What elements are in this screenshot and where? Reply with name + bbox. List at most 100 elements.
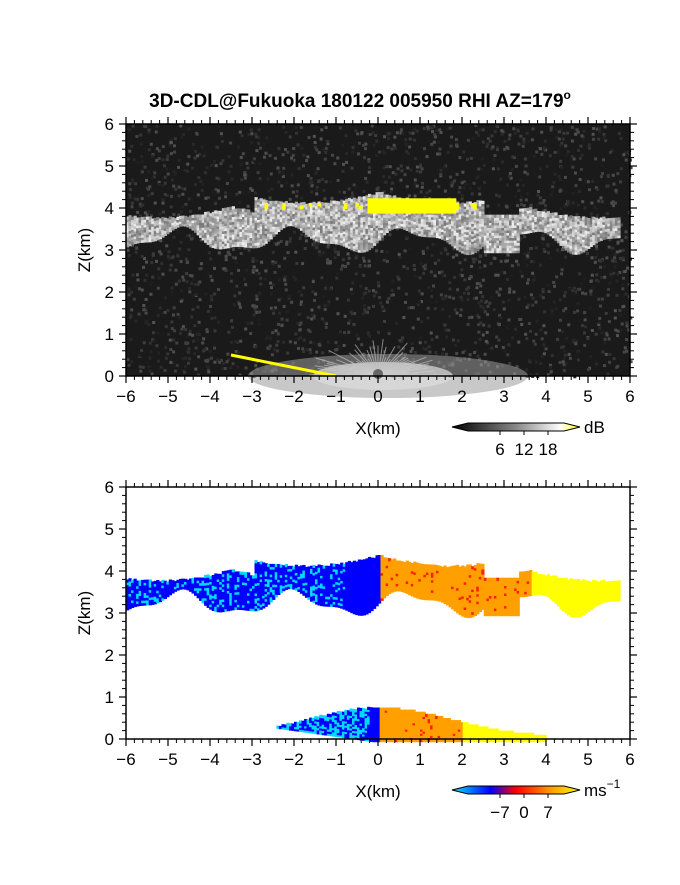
noise-pixel bbox=[281, 153, 285, 157]
noise-pixel bbox=[181, 192, 185, 196]
cloud-pixel bbox=[546, 221, 550, 225]
cloud-pixel bbox=[153, 233, 157, 237]
noise-pixel bbox=[143, 165, 147, 169]
noise-pixel bbox=[409, 349, 413, 353]
noise-pixel bbox=[562, 294, 566, 298]
strong-echo-pixel bbox=[414, 204, 418, 208]
cloud-pixel bbox=[297, 223, 301, 227]
noise-pixel bbox=[412, 138, 416, 142]
noise-pixel bbox=[550, 193, 553, 197]
cloud-pixel bbox=[403, 224, 407, 228]
cloud-pixel bbox=[430, 229, 435, 233]
noise-pixel bbox=[178, 316, 182, 320]
cloud-pixel bbox=[562, 222, 566, 226]
cloud-pixel bbox=[567, 219, 571, 223]
cloud-pixel bbox=[239, 221, 243, 225]
noise-pixel bbox=[285, 181, 289, 185]
cloud-pixel bbox=[493, 229, 498, 233]
cloud-pixel bbox=[211, 227, 215, 231]
strong-echo-pixel bbox=[426, 201, 430, 205]
cloud-pixel bbox=[567, 229, 571, 233]
noise-pixel bbox=[300, 146, 304, 150]
noise-pixel bbox=[497, 203, 501, 207]
cloud-pixel bbox=[322, 225, 326, 229]
cloud-pixel bbox=[516, 245, 520, 249]
strong-echo-pixel bbox=[417, 210, 421, 214]
cloud-pixel bbox=[221, 223, 225, 227]
noise-pixel bbox=[605, 333, 609, 337]
cloud-pixel bbox=[478, 235, 482, 240]
strong-echo-pixel bbox=[385, 204, 389, 208]
cloud-pixel bbox=[244, 224, 248, 228]
cloud-pixel bbox=[370, 212, 374, 216]
cloud-pixel bbox=[133, 215, 137, 219]
cloud-pixel bbox=[287, 220, 291, 224]
cloud-pixel bbox=[241, 211, 246, 215]
cloud-pixel bbox=[259, 205, 263, 209]
cloud-pixel bbox=[375, 225, 379, 229]
noise-pixel bbox=[563, 291, 567, 294]
cloud-pixel bbox=[211, 242, 215, 246]
cloud-pixel bbox=[425, 213, 430, 218]
cloud-pixel bbox=[262, 224, 266, 228]
cloud-pixel bbox=[476, 215, 480, 219]
noise-pixel bbox=[360, 131, 364, 135]
noise-pixel bbox=[131, 273, 135, 277]
cloud-pixel bbox=[365, 202, 369, 207]
cloud-pixel bbox=[226, 214, 230, 218]
cloud-pixel bbox=[554, 225, 558, 229]
cloud-pixel bbox=[327, 210, 331, 214]
cloud-pixel bbox=[466, 244, 470, 248]
cloud-pixel bbox=[360, 242, 364, 246]
cloud-pixel bbox=[126, 239, 130, 243]
noise-pixel bbox=[177, 194, 181, 198]
noise-pixel bbox=[562, 131, 566, 135]
cloud-pixel bbox=[146, 224, 150, 228]
cloud-pixel bbox=[529, 222, 533, 226]
cloud-pixel bbox=[209, 228, 213, 232]
noise-pixel bbox=[255, 149, 259, 153]
cloud-pixel bbox=[572, 236, 576, 240]
cloud-pixel bbox=[226, 229, 230, 234]
cloud-pixel bbox=[315, 220, 319, 224]
cloud-pixel bbox=[446, 234, 450, 238]
cloud-pixel bbox=[335, 203, 339, 207]
cloud-pixel bbox=[249, 234, 253, 239]
cloud-pixel bbox=[415, 224, 419, 228]
cloud-pixel bbox=[244, 214, 248, 218]
cloud-pixel bbox=[355, 228, 359, 232]
strong-echo-pixel bbox=[441, 204, 445, 208]
noise-pixel bbox=[310, 180, 314, 184]
cloud-pixel bbox=[365, 235, 369, 239]
cloud-pixel bbox=[136, 222, 140, 226]
cloud-pixel bbox=[161, 221, 165, 226]
cloud-pixel bbox=[562, 245, 566, 249]
cloud-pixel bbox=[320, 202, 324, 206]
cloud-pixel bbox=[287, 205, 291, 209]
cloud-pixel bbox=[347, 240, 351, 244]
noise-pixel bbox=[188, 290, 192, 294]
noise-pixel bbox=[432, 140, 436, 144]
noise-pixel bbox=[433, 274, 437, 278]
noise-pixel bbox=[528, 358, 532, 362]
cloud-pixel bbox=[307, 231, 311, 235]
noise-pixel bbox=[474, 341, 478, 345]
cloud-pixel bbox=[340, 217, 344, 221]
noise-pixel bbox=[606, 293, 610, 297]
noise-pixel bbox=[466, 298, 470, 302]
cloud-pixel bbox=[355, 226, 359, 230]
noise-pixel bbox=[209, 356, 213, 360]
cloud-pixel bbox=[569, 243, 573, 247]
cloud-pixel bbox=[340, 204, 344, 208]
cloud-pixel bbox=[320, 204, 324, 208]
cloud-pixel bbox=[584, 219, 588, 223]
cloud-pixel bbox=[481, 228, 485, 232]
cloud-pixel bbox=[514, 227, 518, 231]
noise-pixel bbox=[150, 261, 154, 265]
cloud-pixel bbox=[569, 238, 573, 242]
noise-pixel bbox=[597, 199, 601, 203]
cloud-pixel bbox=[493, 214, 498, 218]
cloud-pixel bbox=[569, 220, 573, 224]
cloud-pixel bbox=[148, 231, 152, 235]
cloud-pixel bbox=[370, 237, 374, 241]
